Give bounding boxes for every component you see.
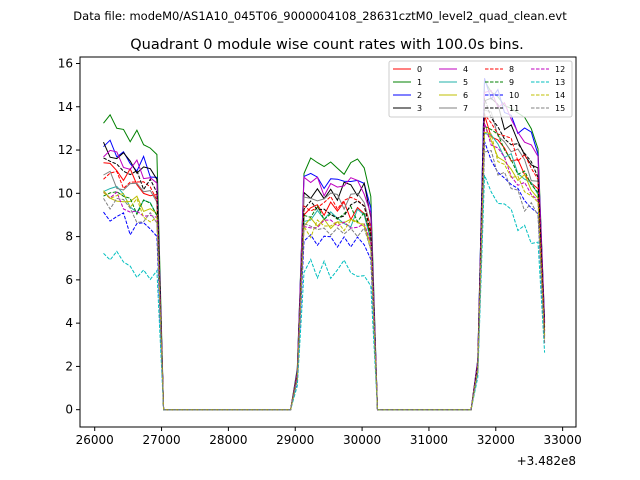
legend-label-12: 12: [555, 65, 565, 74]
x-tick-label: 28000: [209, 433, 247, 447]
legend-label-4: 4: [463, 65, 468, 74]
x-tick-label: 26000: [76, 433, 114, 447]
legend-label-15: 15: [555, 104, 565, 113]
legend-label-2: 2: [417, 91, 422, 100]
x-tick-label: 32000: [477, 433, 515, 447]
series-line-10: [103, 141, 546, 411]
chart-title: Quadrant 0 module wise count rates with …: [130, 37, 524, 53]
legend-label-13: 13: [555, 78, 565, 87]
y-tick-label: 14: [58, 100, 73, 114]
legend-label-14: 14: [555, 91, 565, 100]
x-tick-label: 30000: [343, 433, 381, 447]
legend-label-10: 10: [509, 91, 519, 100]
y-tick-label: 8: [65, 230, 73, 244]
y-tick-label: 6: [65, 273, 73, 287]
chart-suptitle: Data file: modeM0/AS1A10_045T06_90000041…: [73, 9, 567, 23]
y-tick-label: 4: [65, 316, 73, 330]
series-line-15: [103, 150, 546, 411]
legend-label-8: 8: [509, 65, 514, 74]
series-line-13: [103, 175, 546, 411]
legend-label-3: 3: [417, 104, 422, 113]
y-tick-label: 2: [65, 359, 73, 373]
legend-label-7: 7: [463, 104, 468, 113]
legend-label-1: 1: [417, 78, 422, 87]
y-tick-label: 12: [58, 143, 73, 157]
plot-frame: [79, 56, 577, 428]
y-tick-label: 10: [58, 186, 73, 200]
legend-label-9: 9: [509, 78, 514, 87]
legend-label-0: 0: [417, 65, 422, 74]
legend-label-5: 5: [463, 78, 468, 87]
legend-label-11: 11: [509, 104, 519, 113]
legend-label-6: 6: [463, 91, 468, 100]
x-tick-label: 31000: [410, 433, 448, 447]
x-offset-label: +3.482e8: [517, 454, 576, 468]
legend-box: [388, 60, 573, 118]
y-tick-label: 16: [58, 56, 73, 70]
x-tick-label: 27000: [142, 433, 180, 447]
x-tick-label: 33000: [544, 433, 582, 447]
y-tick-label: 0: [65, 403, 73, 417]
x-tick-label: 29000: [276, 433, 314, 447]
